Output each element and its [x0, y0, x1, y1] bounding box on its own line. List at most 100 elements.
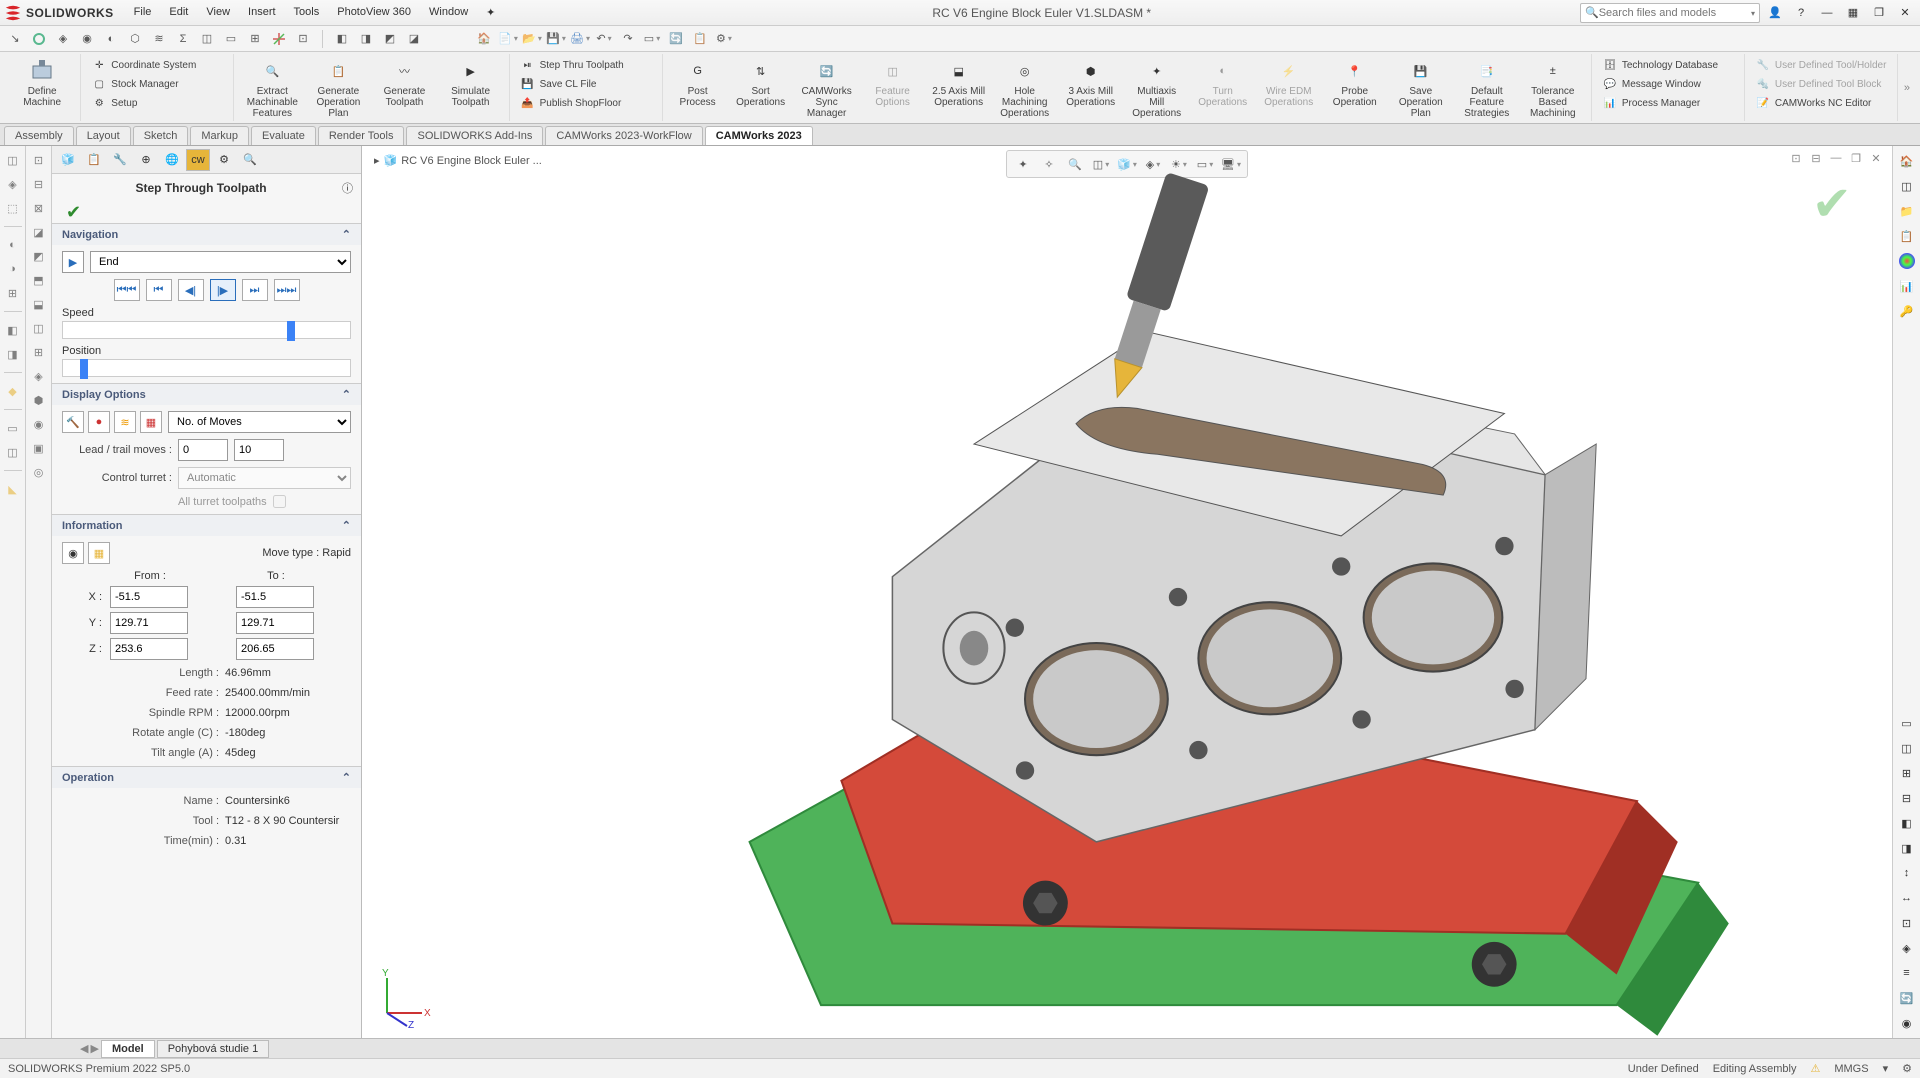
save-icon[interactable]: 💾 — [547, 30, 565, 48]
qat-icon-7[interactable]: ≋ — [150, 30, 168, 48]
rt-icon-15[interactable]: ↔ — [1896, 887, 1918, 909]
disp-toggle-4[interactable]: ▦ — [140, 411, 162, 433]
rt-icon-18[interactable]: ≡ — [1896, 962, 1918, 984]
qat-icon-4[interactable]: ◉ — [78, 30, 96, 48]
orientation-triad[interactable]: Y X Z — [372, 968, 432, 1028]
tab-layout[interactable]: Layout — [76, 126, 131, 145]
close-button[interactable]: ✕ — [1894, 2, 1916, 24]
goto-end-button[interactable]: ⏭⏭ — [274, 279, 300, 301]
select-mode-icon[interactable]: ▭ — [643, 30, 661, 48]
panel-tab-3[interactable]: 🔧 — [108, 149, 132, 171]
rt-icon-2[interactable]: ◫ — [1896, 175, 1918, 197]
rt-icon-6[interactable]: 📊 — [1896, 275, 1918, 297]
default-strategies-button[interactable]: 📑Default Feature Strategies — [1455, 56, 1519, 121]
panel-help-icon[interactable]: ⓘ — [342, 180, 353, 196]
menu-photoview[interactable]: PhotoView 360 — [329, 2, 419, 23]
qat-sigma-icon[interactable]: Σ — [174, 30, 192, 48]
lt1-icon-8[interactable]: ◨ — [3, 344, 23, 364]
rt-icon-8[interactable]: ▭ — [1896, 712, 1918, 734]
disp-toggle-2[interactable]: ● — [88, 411, 110, 433]
tab-sketch[interactable]: Sketch — [133, 126, 189, 145]
play-button[interactable]: ▶ — [62, 251, 84, 273]
lt2-icon-14[interactable]: ◎ — [29, 462, 49, 482]
tab-assembly[interactable]: Assembly — [4, 126, 74, 145]
rt-icon-16[interactable]: ⊡ — [1896, 912, 1918, 934]
gen-toolpath-button[interactable]: 〰Generate Toolpath — [372, 56, 436, 121]
rt-icon-11[interactable]: ⊟ — [1896, 787, 1918, 809]
menu-help-icon[interactable]: ✦ — [478, 2, 503, 23]
rt-home-icon[interactable]: 🏠 — [1896, 150, 1918, 172]
lt2-icon-6[interactable]: ⬒ — [29, 270, 49, 290]
rt-icon-20[interactable]: ◉ — [1896, 1012, 1918, 1034]
turn-ops-button[interactable]: ◐Turn Operations — [1191, 56, 1255, 121]
qat-select-icon[interactable] — [30, 30, 48, 48]
status-chev-icon[interactable]: ▾ — [1883, 1062, 1889, 1075]
search-input[interactable] — [1599, 7, 1749, 19]
open-icon[interactable]: 📂 — [523, 30, 541, 48]
tab-camworks[interactable]: CAMWorks 2023 — [705, 126, 813, 145]
panel-tab-7[interactable]: ⚙ — [212, 149, 236, 171]
rt-icon-4[interactable]: 📋 — [1896, 225, 1918, 247]
display-mode-select[interactable]: No. of Moves — [168, 411, 351, 433]
msg-window-button[interactable]: 💬Message Window — [1598, 75, 1738, 93]
forward-button[interactable]: ⏭ — [242, 279, 268, 301]
probe-op-button[interactable]: 📍Probe Operation — [1323, 56, 1387, 121]
x-from-input[interactable] — [110, 586, 188, 608]
search-dropdown[interactable] — [1749, 7, 1755, 19]
undo-icon[interactable]: ↶ — [595, 30, 613, 48]
qat-icon-3[interactable]: ◈ — [54, 30, 72, 48]
qat-icon-16[interactable]: ◩ — [381, 30, 399, 48]
z-from-input[interactable] — [110, 638, 188, 660]
lt1-icon-12[interactable]: ◣ — [3, 479, 23, 499]
bottom-tab-motion[interactable]: Pohybová studie 1 — [157, 1040, 270, 1058]
rt-icon-14[interactable]: ↕ — [1896, 862, 1918, 884]
status-warn-icon[interactable]: ⚠ — [1810, 1062, 1820, 1075]
lt1-icon-7[interactable]: ◧ — [3, 320, 23, 340]
rt-icon-13[interactable]: ◨ — [1896, 837, 1918, 859]
rt-icon-12[interactable]: ◧ — [1896, 812, 1918, 834]
lt2-icon-8[interactable]: ◫ — [29, 318, 49, 338]
tolerance-machining-button[interactable]: ±Tolerance Based Machining — [1521, 56, 1585, 121]
gen-op-plan-button[interactable]: 📋Generate Operation Plan — [306, 56, 370, 121]
publish-shopfloor-button[interactable]: 📤Publish ShopFloor — [516, 94, 656, 112]
feature-options-button[interactable]: ◫Feature Options — [861, 56, 925, 121]
viewport[interactable]: ▸ 🧊 RC V6 Engine Block Euler ... ✦ ✧ 🔍 ◫… — [362, 146, 1892, 1038]
menu-view[interactable]: View — [198, 2, 238, 23]
lt1-icon-1[interactable]: ◫ — [3, 150, 23, 170]
stock-manager-button[interactable]: ▢Stock Manager — [87, 75, 227, 93]
minimize-button[interactable]: — — [1816, 2, 1838, 24]
rt-icon-19[interactable]: 🔄 — [1896, 987, 1918, 1009]
home-icon[interactable]: 🏠 — [475, 30, 493, 48]
restore-button[interactable]: ❐ — [1868, 2, 1890, 24]
btab-prev-icon[interactable]: ◀ — [80, 1042, 88, 1055]
save-op-plan-button[interactable]: 💾Save Operation Plan — [1389, 56, 1453, 121]
qat-icon-5[interactable]: ◐ — [102, 30, 120, 48]
trail-input[interactable] — [234, 439, 284, 461]
post-process-button[interactable]: GPost Process — [669, 56, 727, 121]
goto-start-button[interactable]: ⏮⏮ — [114, 279, 140, 301]
simulate-toolpath-button[interactable]: ▶Simulate Toolpath — [439, 56, 503, 121]
qat-icon-9[interactable]: ◫ — [198, 30, 216, 48]
lt2-icon-7[interactable]: ⬓ — [29, 294, 49, 314]
qat-icon-17[interactable]: ◪ — [405, 30, 423, 48]
step-fwd-button[interactable]: |▶ — [210, 279, 236, 301]
nav-mode-select[interactable]: End — [90, 251, 351, 273]
lt1-icon-10[interactable]: ▭ — [3, 418, 23, 438]
step-back-button[interactable]: ◀| — [178, 279, 204, 301]
25axis-button[interactable]: ⬓2.5 Axis Mill Operations — [927, 56, 991, 121]
nc-editor-button[interactable]: 📝CAMWorks NC Editor — [1751, 94, 1891, 112]
options-icon[interactable]: 📋 — [691, 30, 709, 48]
lt2-icon-13[interactable]: ▣ — [29, 438, 49, 458]
y-to-input[interactable] — [236, 612, 314, 634]
rt-appearance-icon[interactable] — [1896, 250, 1918, 272]
x-to-input[interactable] — [236, 586, 314, 608]
user-tool-holder-button[interactable]: 🔧User Defined Tool/Holder — [1751, 56, 1891, 74]
lt1-icon-11[interactable]: ◫ — [3, 442, 23, 462]
position-slider[interactable] — [62, 359, 351, 377]
gear-icon[interactable]: ⚙ — [715, 30, 733, 48]
menu-window[interactable]: Window — [421, 2, 476, 23]
rebuild-icon[interactable]: 🔄 — [667, 30, 685, 48]
disp-toggle-3[interactable]: ≋ — [114, 411, 136, 433]
tab-evaluate[interactable]: Evaluate — [251, 126, 316, 145]
lt2-icon-1[interactable]: ⊡ — [29, 150, 49, 170]
